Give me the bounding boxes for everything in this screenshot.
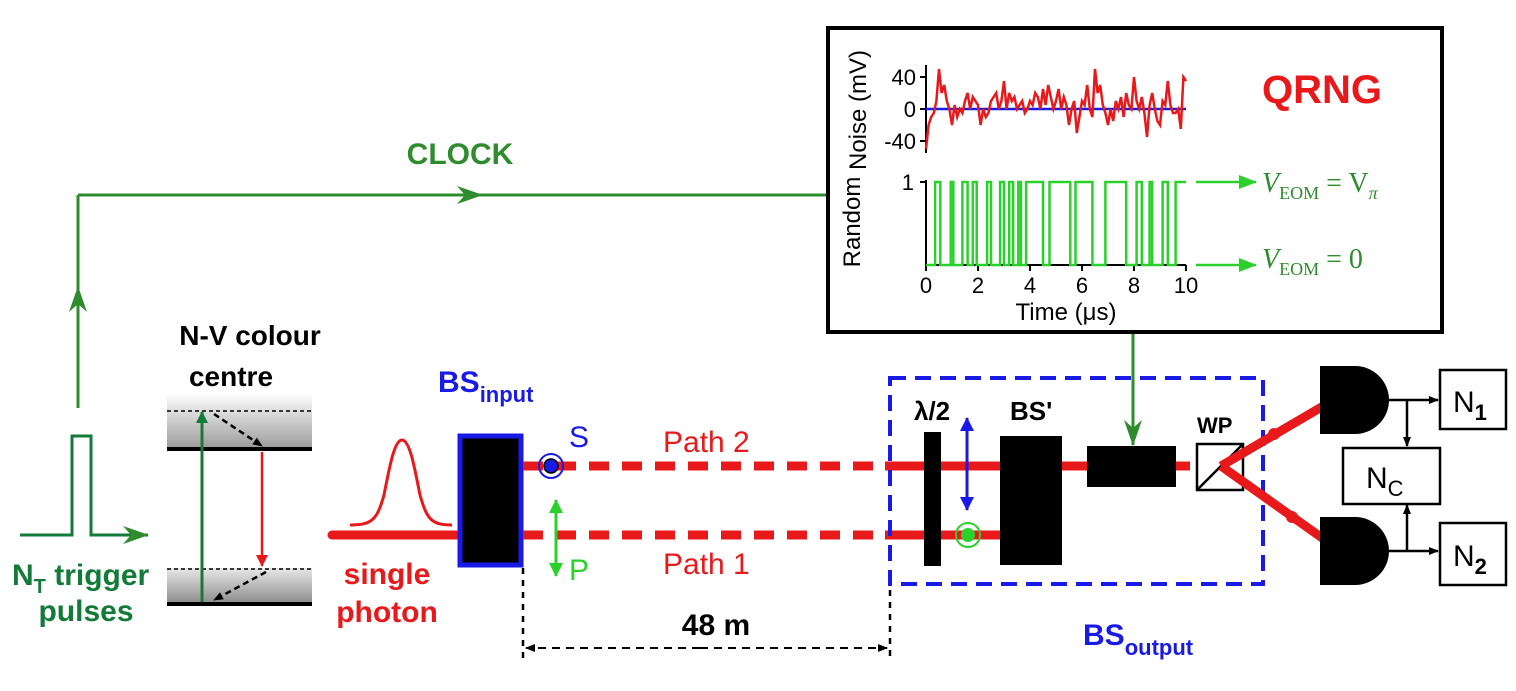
p-rotated-dot [961,528,975,542]
nv-label-line1: N-V colour [179,320,321,351]
noise-tick-label: -40 [884,129,916,154]
ground-state-band [167,568,312,604]
s-polarization-dot [543,458,559,474]
bs-output-box [888,376,1265,586]
n2-label: N2 [1453,540,1487,579]
output-beams [1218,401,1328,544]
random-ylabel: Random [839,177,866,268]
v-eom-pi-label: VEOM = Vπ [1262,168,1379,203]
noise-tick-label: 0 [904,97,916,122]
counter-n1 [1438,368,1508,431]
trigger-pulse [20,434,149,544]
random-plot: 1 0 2 4 6 8 10 Random Time (μs) [839,170,1198,326]
random-series [926,180,1186,267]
trigger-label-line1: NT trigger [12,559,150,598]
trigger-label-line2: pulses [38,595,133,628]
x-tick-label: 0 [920,273,932,298]
noise-series [924,68,1188,150]
noise-ylabel: Noise (mV) [845,50,872,170]
random-tick-label: 1 [902,170,914,195]
x-tick-label: 4 [1024,273,1036,298]
bs-input [457,433,524,568]
clock-path [69,186,828,408]
photon-wavepacket [349,438,453,527]
eom [1087,446,1176,487]
bs-prime [1000,436,1062,565]
counter-n2 [1438,521,1508,587]
p-label: P [569,554,589,587]
half-wave-label: λ/2 [914,396,950,426]
photon-label: photon [336,596,438,629]
counter-nc [1341,446,1442,506]
excited-state-band [167,393,312,449]
x-tick-label: 10 [1174,273,1198,298]
clock-label: CLOCK [407,138,514,171]
half-wave-plate [924,432,941,566]
detector-2 [1320,517,1389,585]
time-xlabel: Time (μs) [1016,299,1117,326]
x-tick-label: 6 [1076,273,1088,298]
noise-tick-label: 40 [892,65,916,90]
path-1-label: Path 1 [663,548,750,581]
noise-plot: 40 0 -40 Noise (mV) [845,50,1188,170]
x-tick-label: 8 [1128,273,1140,298]
path-2-label: Path 2 [663,426,750,459]
x-tick-label: 2 [972,273,984,298]
bs-output-label: BSoutput [1083,619,1194,660]
distance-label: 48 m [682,609,750,642]
detector-1 [1320,366,1389,434]
nv-label-line2: centre [189,361,273,392]
v-eom-zero-label: VEOM = 0 [1262,244,1363,279]
wp-label: WP [1197,413,1232,438]
nc-label: NC [1366,462,1404,501]
nv-energy-levels [167,393,312,606]
single-label: single [344,558,431,591]
bs-prime-label: BS' [1010,396,1052,426]
s-polarization-ring [538,453,564,479]
output-beam-lower [1218,462,1328,544]
wollaston-diagonal [1196,443,1244,491]
qrng-label: QRNG [1262,68,1382,112]
single-photon [327,438,467,540]
p-rotated-ring [955,522,981,548]
s-label: S [569,421,589,454]
bs-input-label: BSinput [438,366,534,407]
n1-label: N1 [1453,386,1487,425]
